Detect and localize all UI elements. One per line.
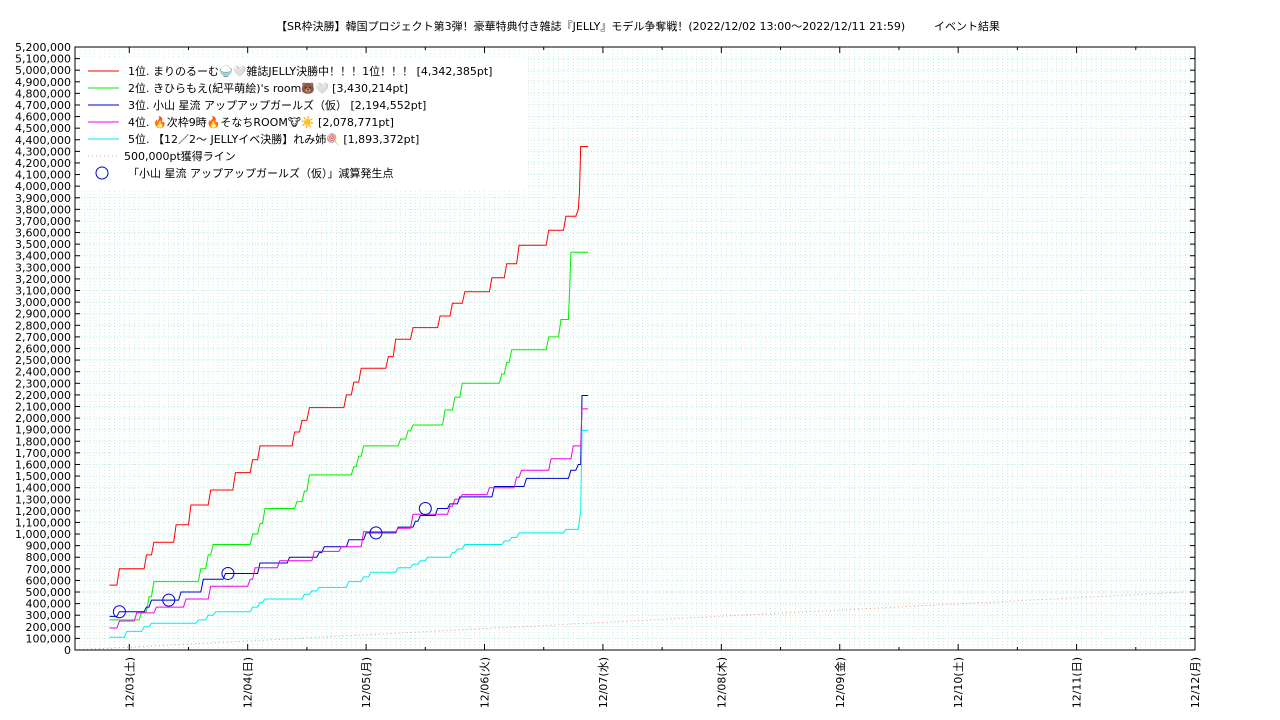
y-tick-label: 3,200,000 xyxy=(15,273,71,286)
y-tick-label: 200,000 xyxy=(26,621,72,634)
x-tick-label: 12/06(火) xyxy=(479,657,492,708)
y-tick-label: 500,000 xyxy=(26,586,72,599)
reference-line-500k xyxy=(74,591,1186,651)
y-tick-label: 5,200,000 xyxy=(15,41,71,54)
legend-label-6: 500,000pt獲得ライン xyxy=(124,150,236,163)
y-tick-label: 2,100,000 xyxy=(15,400,71,413)
y-tick-label: 5,100,000 xyxy=(15,53,71,66)
y-tick-label: 3,300,000 xyxy=(15,261,71,274)
series-line-3 xyxy=(109,395,589,617)
y-tick-label: 3,700,000 xyxy=(15,215,71,228)
x-tick-label: 12/12(月) xyxy=(1189,657,1202,708)
y-tick-label: 4,900,000 xyxy=(15,76,71,89)
legend-label-4: 4位. 🔥次枠9時🔥そなちROOM🐮☀️ [2,078,771pt] xyxy=(128,115,394,129)
y-tick-label: 2,500,000 xyxy=(15,354,71,367)
y-axis: 0100,000200,000300,000400,000500,000600,… xyxy=(15,41,1195,657)
y-tick-label: 400,000 xyxy=(26,598,72,611)
y-tick-label: 4,100,000 xyxy=(15,169,71,182)
y-tick-label: 1,000,000 xyxy=(15,528,71,541)
x-tick-label: 12/11(日) xyxy=(1071,657,1084,708)
y-tick-label: 1,500,000 xyxy=(15,470,71,483)
decrease-marker xyxy=(418,502,432,516)
reference-lines xyxy=(74,591,1195,651)
y-tick-label: 1,700,000 xyxy=(15,447,71,460)
legend: 1位. まりのるーむ🍚🤍雑誌JELLY決勝中！！！1位！！！ [4,342,38… xyxy=(80,58,526,190)
y-tick-label: 4,700,000 xyxy=(15,99,71,112)
decrease-marker xyxy=(112,605,126,619)
y-tick-label: 3,800,000 xyxy=(15,203,71,216)
series-line-5 xyxy=(109,429,589,638)
legend-swatch-marker xyxy=(95,166,109,180)
decrease-marker xyxy=(369,526,383,540)
y-tick-label: 100,000 xyxy=(26,632,72,645)
series-line-1 xyxy=(109,146,589,586)
x-tick-label: 12/03(土) xyxy=(123,657,136,708)
y-tick-label: 2,700,000 xyxy=(15,331,71,344)
decrease-marker xyxy=(162,593,176,607)
x-tick-label: 12/10(土) xyxy=(952,657,965,708)
y-tick-label: 4,600,000 xyxy=(15,111,71,124)
y-tick-label: 3,900,000 xyxy=(15,192,71,205)
y-tick-label: 3,500,000 xyxy=(15,238,71,251)
legend-label-3: 3位. 小山 星流 アップアップガールズ（仮） [2,194,552pt] xyxy=(128,98,426,112)
y-tick-label: 2,600,000 xyxy=(15,343,71,356)
y-tick-label: 5,000,000 xyxy=(15,64,71,77)
y-tick-label: 2,900,000 xyxy=(15,308,71,321)
y-tick-label: 1,300,000 xyxy=(15,493,71,506)
y-tick-label: 2,200,000 xyxy=(15,389,71,402)
x-tick-label: 12/09(金) xyxy=(833,657,847,708)
x-axis: 12/03(土) 12/04(日) 12/05(月) 12/06(火) 12/07(水)… xyxy=(123,47,1202,708)
y-tick-label: 2,400,000 xyxy=(15,366,71,379)
y-tick-label: 1,100,000 xyxy=(15,516,71,529)
y-tick-label: 1,200,000 xyxy=(15,505,71,518)
x-tick-label: 12/04(日) xyxy=(242,657,255,708)
y-tick-label: 3,400,000 xyxy=(15,250,71,263)
series-line-4 xyxy=(109,408,589,629)
y-tick-label: 300,000 xyxy=(26,609,72,622)
legend-box xyxy=(80,58,526,190)
series-group xyxy=(109,146,589,638)
series-line-2 xyxy=(109,251,589,621)
y-tick-label: 2,300,000 xyxy=(15,377,71,390)
legend-label-5: 5位. 【12／2〜 JELLYイベ決勝】れみ姉🍭 [1,893,372pt] xyxy=(128,132,419,146)
y-tick-label: 4,500,000 xyxy=(15,122,71,135)
y-tick-label: 3,000,000 xyxy=(15,296,71,309)
x-tick-label: 12/08(木) xyxy=(715,657,728,708)
x-tick-label: 12/07(水) xyxy=(597,657,610,708)
y-tick-label: 700,000 xyxy=(26,563,72,576)
y-tick-label: 900,000 xyxy=(26,540,72,553)
legend-label-1: 1位. まりのるーむ🍚🤍雑誌JELLY決勝中！！！1位！！！ [4,342,38… xyxy=(128,64,492,78)
chart-title: 【SR枠決勝】韓国プロジェクト第3弾！豪華特典付き雑誌『JELLY』モデル争奪戦… xyxy=(276,19,905,33)
y-tick-label: 4,400,000 xyxy=(15,134,71,147)
y-tick-label: 4,200,000 xyxy=(15,157,71,170)
decrease-marker xyxy=(221,566,235,580)
y-tick-label: 3,100,000 xyxy=(15,285,71,298)
y-tick-label: 600,000 xyxy=(26,574,72,587)
legend-label-7: 「小山 星流 アップアップガールズ（仮）」減算発生点 xyxy=(128,166,394,180)
y-tick-label: 2,000,000 xyxy=(15,412,71,425)
y-tick-label: 1,900,000 xyxy=(15,424,71,437)
chart-subtitle: イベント結果 xyxy=(934,19,1000,33)
y-tick-label: 1,400,000 xyxy=(15,482,71,495)
y-tick-label: 4,000,000 xyxy=(15,180,71,193)
markers-group xyxy=(112,502,432,619)
y-tick-label: 4,300,000 xyxy=(15,145,71,158)
y-tick-label: 2,800,000 xyxy=(15,319,71,332)
y-tick-label: 3,600,000 xyxy=(15,227,71,240)
legend-label-2: 2位. きひらもえ(紀平萌絵)'s room🐻🤍 [3,430,214pt] xyxy=(128,81,408,95)
x-tick-label: 12/05(月) xyxy=(360,657,373,708)
y-tick-label: 1,800,000 xyxy=(15,435,71,448)
y-tick-label: 0 xyxy=(64,644,71,657)
y-tick-label: 1,600,000 xyxy=(15,458,71,471)
y-tick-label: 4,800,000 xyxy=(15,87,71,100)
y-tick-label: 800,000 xyxy=(26,551,72,564)
